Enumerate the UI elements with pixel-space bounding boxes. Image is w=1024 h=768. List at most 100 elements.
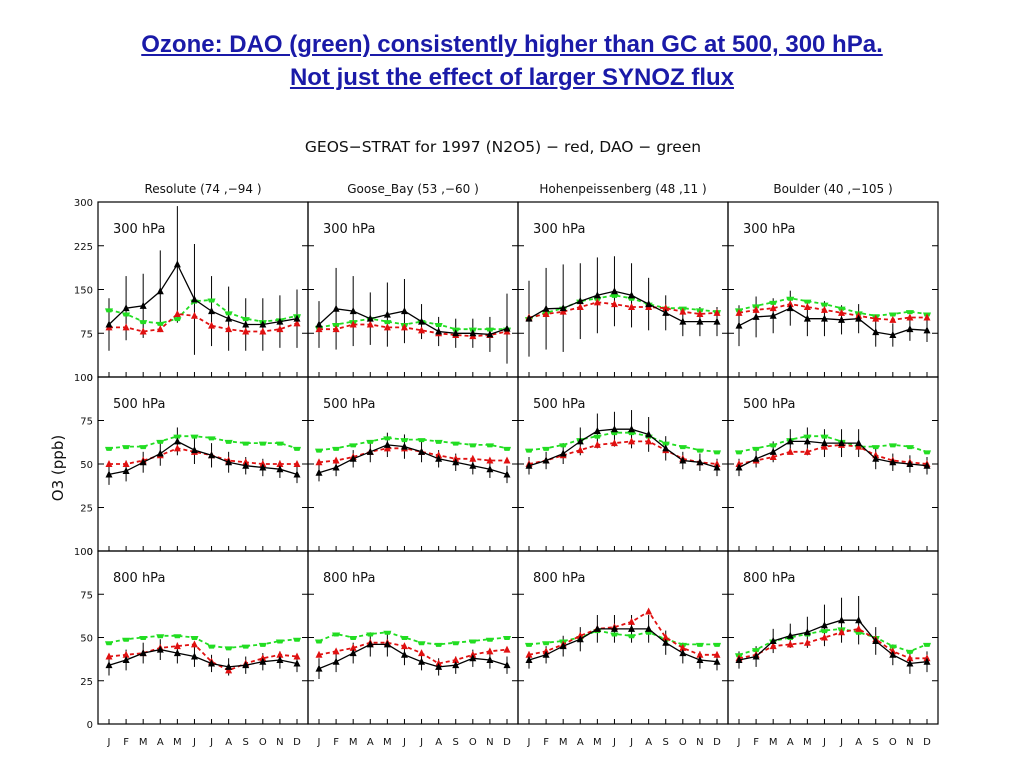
model-red-series-point — [662, 633, 670, 641]
dao-green-series-point — [803, 299, 812, 304]
dao-green-series-point — [105, 446, 113, 451]
model-red-series-point — [503, 645, 511, 653]
y-tick-label: 300 — [74, 198, 93, 209]
x-tick-label: M — [349, 737, 358, 748]
dao-green-series-point — [105, 308, 113, 313]
panel-series — [315, 630, 511, 680]
model-red-series-line — [319, 323, 508, 338]
observed-series-point — [315, 664, 323, 672]
model-red-series — [525, 298, 721, 321]
dao-green-series-point — [695, 448, 704, 453]
dao-green-series-point — [542, 446, 551, 451]
dao-green-series — [525, 431, 721, 455]
dao-green-series-point — [258, 441, 267, 446]
model-red-series-point — [662, 304, 670, 312]
observed-series-point — [889, 331, 897, 338]
x-tick-label: D — [503, 737, 511, 748]
observed-series-point — [156, 287, 164, 295]
panel-2-1: 500 hPa — [97, 376, 309, 552]
x-tick-label: F — [333, 737, 339, 748]
observed-series-point — [769, 447, 777, 455]
observed-series-point — [576, 297, 584, 305]
pressure-level-label: 500 hPa — [113, 397, 165, 412]
model-red-series-point — [332, 456, 340, 464]
pressure-level-label: 300 hPa — [533, 222, 585, 237]
observed-series-point — [435, 454, 443, 462]
model-red-series-point — [276, 460, 284, 467]
pressure-level-label: 300 hPa — [743, 222, 795, 237]
observed-series-point — [400, 442, 408, 450]
observed-series-point — [259, 657, 267, 665]
dao-green-series-point — [503, 636, 511, 640]
model-red-series-point — [122, 460, 130, 467]
model-red-series-line — [318, 641, 508, 665]
x-tick-label: J — [527, 737, 531, 748]
x-tick-label: N — [486, 737, 493, 748]
observed-series-point — [332, 657, 340, 665]
model-red-series-point — [906, 313, 914, 321]
dao-green-series-point — [122, 312, 131, 317]
dao-green-series-point — [173, 634, 182, 639]
model-red-series-point — [225, 325, 233, 333]
y-tick-label: 150 — [74, 286, 93, 297]
x-tick-label: A — [577, 737, 584, 748]
panel-series — [735, 290, 931, 347]
obs-error-bars — [528, 256, 718, 357]
dao-green-series-point — [678, 445, 687, 450]
dao-green-series-point — [224, 311, 233, 316]
observed-series-line — [108, 648, 298, 668]
model-red-series-point — [838, 308, 846, 316]
dao-green-series-point — [156, 439, 165, 444]
observed-series-point — [662, 308, 670, 316]
observed-series-point — [679, 317, 687, 325]
model-red-series-point — [803, 638, 811, 646]
observed-series-point — [525, 461, 533, 469]
observed-series-point — [469, 329, 477, 337]
observed-series-point — [855, 439, 863, 447]
dao-green-series-point — [905, 445, 914, 450]
model-red-series-point — [576, 446, 584, 454]
dao-green-series-point — [241, 441, 250, 446]
x-tick-label: A — [157, 737, 164, 748]
dao-green-series-point — [122, 445, 131, 450]
dao-green-series-point — [752, 446, 761, 451]
y-tick-label: 225 — [74, 242, 93, 253]
dao-green-series-point — [610, 293, 619, 298]
x-tick-label: J — [402, 737, 406, 748]
pressure-level-label: 800 hPa — [113, 571, 165, 586]
observed-series-line — [528, 628, 718, 663]
dao-green-series-point — [122, 637, 131, 642]
model-red-series-point — [349, 643, 357, 651]
dao-green-series-point — [820, 434, 829, 439]
x-tick-label: M — [803, 737, 812, 748]
model-red-series-point — [645, 607, 653, 615]
model-red-series-point — [576, 303, 584, 310]
dao-green-series-point — [542, 641, 551, 646]
model-red-series-point — [173, 310, 181, 317]
model-red-series-point — [349, 320, 357, 328]
x-tick-label: O — [679, 737, 687, 748]
model-red-series-point — [769, 642, 777, 650]
observed-series-point — [542, 650, 550, 658]
observed-series-point — [679, 649, 687, 657]
dao-green-series-point — [349, 443, 358, 448]
observed-series-point — [332, 463, 340, 471]
observed-series-point — [349, 454, 357, 462]
dao-green-series-point — [190, 434, 199, 439]
panel-3-2: 800 hPa — [307, 550, 519, 725]
panel-3-3: 800 hPa — [517, 550, 729, 725]
observed-series-point — [276, 655, 284, 663]
x-tick-label: O — [259, 737, 267, 748]
observed-series-point — [190, 446, 198, 454]
observed-series-line — [318, 643, 508, 670]
dao-green-series-point — [888, 312, 897, 317]
panel-3-1: 800 hPa — [97, 550, 309, 725]
dao-green-series-point — [383, 320, 392, 325]
panel-2-2: 500 hPa — [307, 376, 519, 552]
dao-green-series-point — [224, 646, 233, 651]
observed-series-point — [525, 655, 533, 663]
dao-green-series-point — [786, 296, 795, 301]
model-red-series-point — [332, 647, 340, 655]
dao-green-series-point — [258, 642, 267, 647]
x-tick-label: S — [873, 737, 879, 748]
